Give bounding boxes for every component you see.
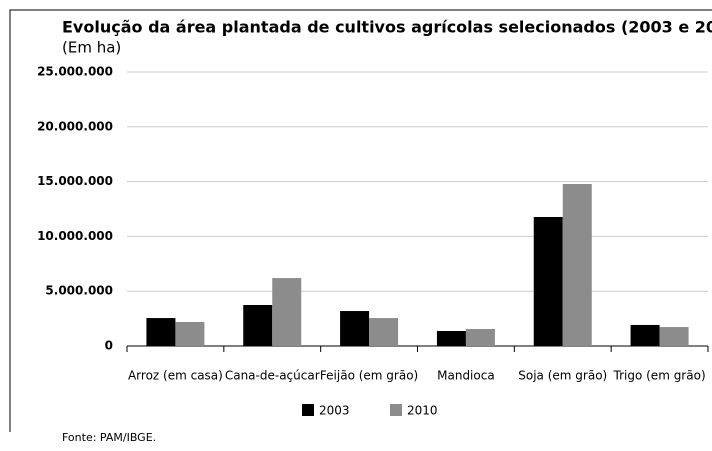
x-tick-label: Cana-de-açúcar bbox=[225, 369, 320, 383]
x-tick-label: Soja (em grão) bbox=[518, 369, 607, 383]
y-tick-label: 25.000.000 bbox=[37, 65, 113, 79]
x-tick-label: Trigo (em grão) bbox=[613, 369, 706, 383]
x-tick-label: Feijão (em grão) bbox=[320, 369, 418, 383]
legend-swatch bbox=[302, 404, 314, 416]
y-tick-label: 15.000.000 bbox=[37, 174, 113, 188]
legend-swatch bbox=[390, 404, 402, 416]
frame bbox=[9, 9, 712, 432]
bar bbox=[369, 318, 399, 346]
bar bbox=[659, 327, 689, 346]
bar bbox=[146, 318, 176, 346]
bar bbox=[243, 305, 273, 346]
legend-label: 2003 bbox=[319, 404, 350, 418]
chart-title: Evolução da área plantada de cultivos ag… bbox=[62, 18, 712, 37]
bar bbox=[175, 321, 205, 346]
bar bbox=[562, 184, 592, 346]
x-tick-label: Mandioca bbox=[437, 369, 495, 383]
bar bbox=[340, 311, 370, 346]
bar bbox=[272, 278, 302, 346]
y-tick-label: 0 bbox=[105, 339, 113, 353]
y-tick-label: 5.000.000 bbox=[45, 284, 113, 298]
bar bbox=[436, 330, 466, 346]
y-tick-label: 10.000.000 bbox=[37, 229, 113, 243]
legend-label: 2010 bbox=[407, 404, 438, 418]
bar bbox=[630, 324, 660, 346]
source: Fonte: PAM/IBGE. bbox=[62, 431, 156, 444]
x-tick-label: Arroz (em casa) bbox=[128, 369, 223, 383]
chart-subtitle: (Em ha) bbox=[62, 39, 121, 57]
y-tick-label: 20.000.000 bbox=[37, 119, 113, 133]
bar bbox=[465, 329, 495, 346]
bar bbox=[533, 217, 563, 346]
